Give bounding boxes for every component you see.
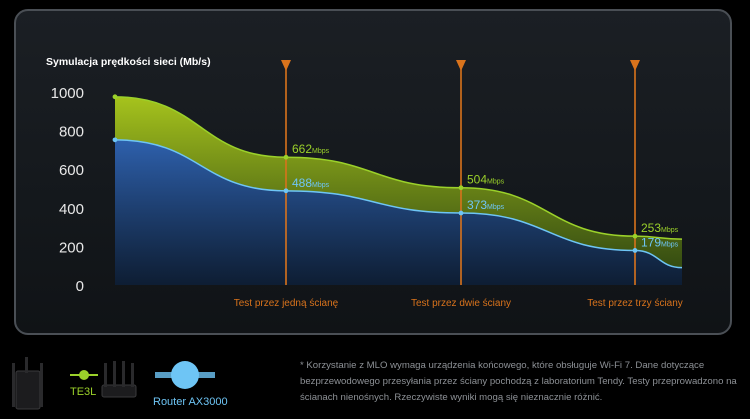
router-ax3000-point xyxy=(112,137,118,143)
y-tick-label: 800 xyxy=(59,124,84,141)
te3l-point xyxy=(458,185,464,191)
router-device-icon xyxy=(12,357,43,410)
speed-chart: Symulacja prędkości sieci (Mb/s) 1000 800… xyxy=(46,56,683,309)
router-ax3000-value-label: 373Mbps xyxy=(467,198,505,212)
wall-marker-arrow xyxy=(281,60,291,71)
te3l-line-icon xyxy=(70,370,98,380)
te3l-point xyxy=(283,154,289,160)
y-tick-label: 200 xyxy=(59,239,84,256)
y-tick-label: 600 xyxy=(59,162,84,179)
y-tick-label: 1000 xyxy=(51,85,84,102)
te3l-point xyxy=(632,233,638,239)
router-ax3000-value-label: 488Mbps xyxy=(292,176,330,190)
te3l-device-icon xyxy=(101,361,137,398)
te3l-value-label: 504Mbps xyxy=(467,173,505,187)
chart-title: Symulacja prędkości sieci (Mb/s) xyxy=(46,56,211,68)
router-ax3000-point xyxy=(458,210,464,216)
router-ax3000-area xyxy=(115,139,682,285)
wall-marker-arrow xyxy=(456,60,466,71)
router-ax3000-point xyxy=(632,248,638,253)
router-ax3000-line-icon xyxy=(155,361,215,389)
te3l-value-label: 253Mbps xyxy=(641,221,679,235)
wall-marker-label: Test przez jedną ścianę xyxy=(234,298,339,309)
footnote: * Korzystanie z MLO wymaga urządzenia ko… xyxy=(300,360,737,403)
y-tick-label: 0 xyxy=(76,278,84,295)
wall-marker-label: Test przez dwie ściany xyxy=(411,298,511,309)
te3l-point xyxy=(112,94,118,100)
te3l-area xyxy=(115,96,682,268)
router-ax3000-point xyxy=(283,188,289,194)
y-tick-label: 400 xyxy=(59,201,84,218)
legend: TE3L Router AX3000 xyxy=(0,345,300,414)
legend-graphics xyxy=(12,357,215,410)
te3l-value-label: 662Mbps xyxy=(292,142,330,156)
legend-label-router-ax3000: Router AX3000 xyxy=(153,396,228,408)
wall-marker-arrow xyxy=(630,60,640,71)
legend-label-te3l: TE3L xyxy=(70,386,97,398)
router-ax3000-value-label: 179Mbps xyxy=(641,235,679,249)
wall-marker-label: Test przez trzy ściany xyxy=(587,298,683,309)
